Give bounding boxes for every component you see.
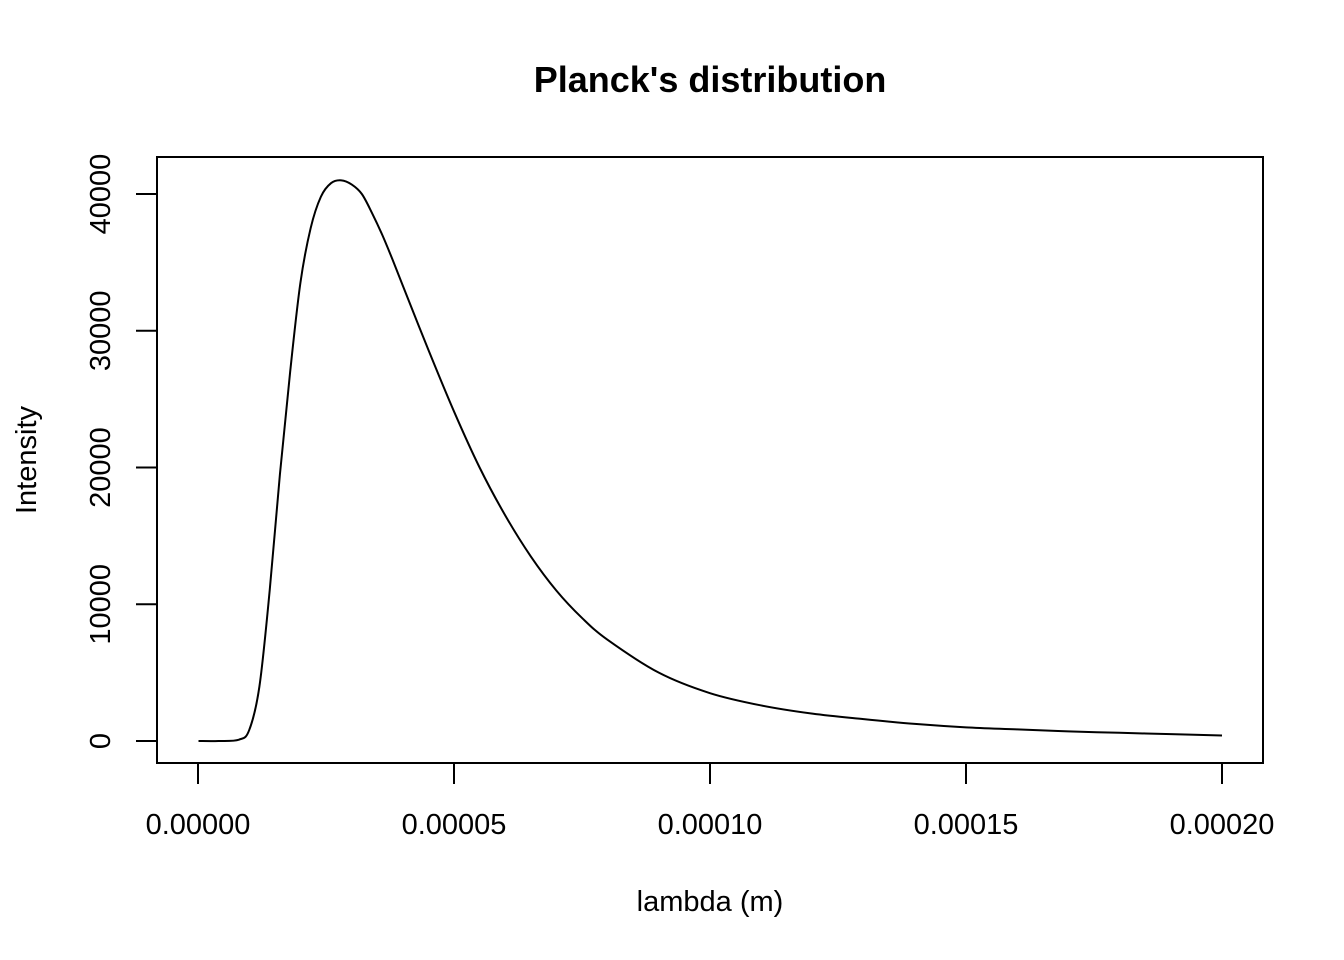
x-tick-label: 0.00015 [914,809,1019,841]
y-tick-label: 10000 [85,564,117,645]
y-tick-label: 0 [85,733,117,749]
y-axis-label: Intensity [11,406,43,514]
chart-title: Planck's distribution [534,59,887,100]
y-tick-label: 20000 [85,427,117,508]
x-axis-label: lambda (m) [637,886,784,918]
series-layer [198,179,1223,743]
plot-frame [156,156,1264,764]
x-tick-label: 0.00010 [658,809,763,841]
y-tick-label: 40000 [85,154,117,235]
y-axis: 0 10000 20000 30000 40000 [85,154,158,749]
x-tick-label: 0.00020 [1170,809,1275,841]
x-tick-label: 0.00005 [402,809,507,841]
x-axis: 0.00000 0.00005 0.00010 0.00015 0.00020 [146,762,1275,841]
series-line-0 [198,179,1223,743]
y-tick-label: 30000 [85,290,117,371]
x-tick-label: 0.00000 [146,809,251,841]
